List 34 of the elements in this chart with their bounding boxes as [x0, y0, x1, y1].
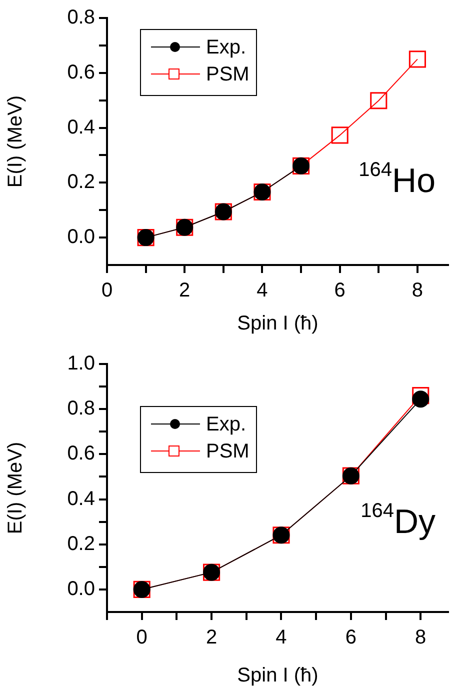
point — [370, 92, 388, 110]
legend-label: PSM — [206, 64, 250, 86]
x-tick-label: 2 — [206, 626, 218, 649]
x-tick-label: 0 — [101, 280, 113, 302]
point — [408, 50, 426, 68]
x-tick-label: 8 — [415, 626, 426, 649]
y-tick-label: 0.6 — [67, 61, 95, 84]
x-axis-title: Spin I (ħ) — [237, 312, 318, 335]
y-tick-label: 0.6 — [67, 442, 95, 465]
point — [412, 390, 430, 408]
y-tick-label: 0.4 — [67, 116, 95, 138]
x-tick-label: 4 — [276, 626, 287, 649]
y-axis-title: E(I) (MeV) — [4, 95, 27, 188]
x-tick-label: 4 — [256, 280, 268, 302]
legend-label: Exp. — [206, 414, 246, 436]
y-tick-label: 0.2 — [67, 171, 95, 194]
y-axis-title: E(I) (MeV) — [4, 442, 27, 534]
y-tick-label: 0.0 — [67, 578, 95, 600]
x-axis-title: Spin I (ħ) — [237, 664, 318, 687]
y-tick-label: 1.0 — [67, 352, 95, 375]
point — [331, 126, 348, 144]
x-tick-label: 2 — [179, 280, 190, 302]
y-tick-label: 0.0 — [67, 226, 95, 248]
x-tick-label: 6 — [334, 280, 346, 302]
legend-label: PSM — [206, 440, 250, 463]
y-tick-label: 0.2 — [67, 532, 95, 555]
legend-label: Exp. — [206, 36, 246, 59]
x-tick-label: 6 — [345, 626, 356, 649]
y-tick-label: 0.4 — [67, 488, 95, 510]
x-tick-label: 0 — [136, 626, 148, 649]
y-tick-label: 0.8 — [67, 398, 95, 420]
y-tick-label: 0.8 — [67, 6, 95, 29]
point — [412, 387, 430, 404]
x-tick-label: 8 — [412, 280, 424, 302]
